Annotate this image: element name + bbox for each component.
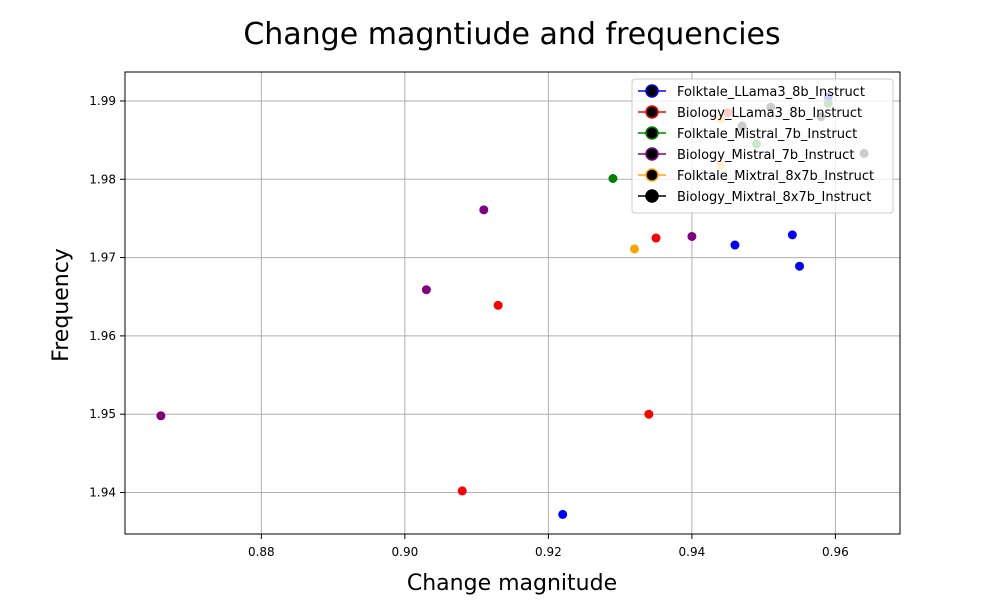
legend-marker [645,168,659,182]
data-point [629,244,639,254]
data-point [795,261,805,271]
data-point [479,205,489,215]
legend-marker [645,84,659,98]
legend-entry: Folktale_Mistral_7b_Instruct [638,126,857,142]
legend-entry: Folktale_LLama3_8b_Instruct [638,84,865,100]
data-point [651,233,661,243]
x-tick-label: 0.96 [822,545,849,559]
data-point [457,486,467,496]
legend-label: Biology_Mixtral_8x7b_Instruct [677,190,871,205]
x-axis: 0.88 0.90 0.92 0.94 0.96 [248,534,849,559]
legend-box [631,78,894,214]
data-point [421,285,431,295]
data-point [687,231,697,241]
chart-title: Change magntiude and frequencies [243,17,780,52]
series-3 [156,205,697,421]
legend-label: Folktale_Mistral_7b_Instruct [677,127,857,142]
legend-entry: Biology_Mixtral_8x7b_Instruct [638,189,871,205]
y-tick-label: 1.95 [89,407,116,421]
legend-label: Folktale_LLama3_8b_Instruct [677,85,865,100]
legend-entry: Folktale_Mixtral_8x7b_Instruct [638,168,874,184]
legend-marker [645,105,659,119]
data-point [787,230,797,240]
data-point [493,300,503,310]
legend-marker [645,126,659,140]
legend-entry: Biology_LLama3_8b_Instruct [638,105,862,121]
data-point [730,240,740,250]
data-point [156,411,166,421]
x-tick-label: 0.92 [535,545,562,559]
y-tick-label: 1.94 [89,485,116,499]
data-point [608,173,618,183]
data-point [558,509,568,519]
y-tick-label: 1.96 [89,329,116,343]
legend-label: Folktale_Mixtral_8x7b_Instruct [677,169,874,184]
y-tick-label: 1.99 [89,94,116,108]
x-axis-label: Change magnitude [407,571,617,596]
y-axis-label: Frequency [49,248,74,362]
legend: Folktale_LLama3_8b_Instruct Biology_LLama… [631,78,894,214]
legend-label: Biology_LLama3_8b_Instruct [677,106,862,121]
plot-frame [124,71,901,535]
legend-marker [645,189,659,203]
y-axis: 1.94 1.95 1.96 1.97 1.98 1.99 [89,94,125,499]
legend-label: Biology_Mistral_7b_Instruct [677,148,854,163]
y-tick-label: 1.98 [89,172,116,186]
y-tick-label: 1.97 [89,251,116,265]
x-tick-label: 0.94 [679,545,706,559]
data-point [644,409,654,419]
x-tick-label: 0.88 [248,545,275,559]
legend-marker [645,147,659,161]
x-tick-label: 0.90 [392,545,419,559]
legend-entry: Biology_Mistral_7b_Instruct [638,147,854,163]
